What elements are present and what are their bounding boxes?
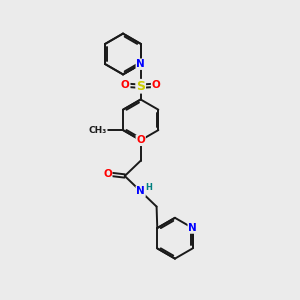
- Text: O: O: [121, 80, 130, 90]
- Text: O: O: [103, 169, 112, 179]
- Text: S: S: [136, 80, 145, 93]
- Text: N: N: [136, 186, 145, 196]
- Text: N: N: [136, 59, 145, 69]
- Text: N: N: [188, 223, 197, 233]
- Text: H: H: [145, 183, 152, 192]
- Text: O: O: [152, 80, 160, 90]
- Text: CH₃: CH₃: [88, 126, 107, 135]
- Text: O: O: [136, 135, 145, 145]
